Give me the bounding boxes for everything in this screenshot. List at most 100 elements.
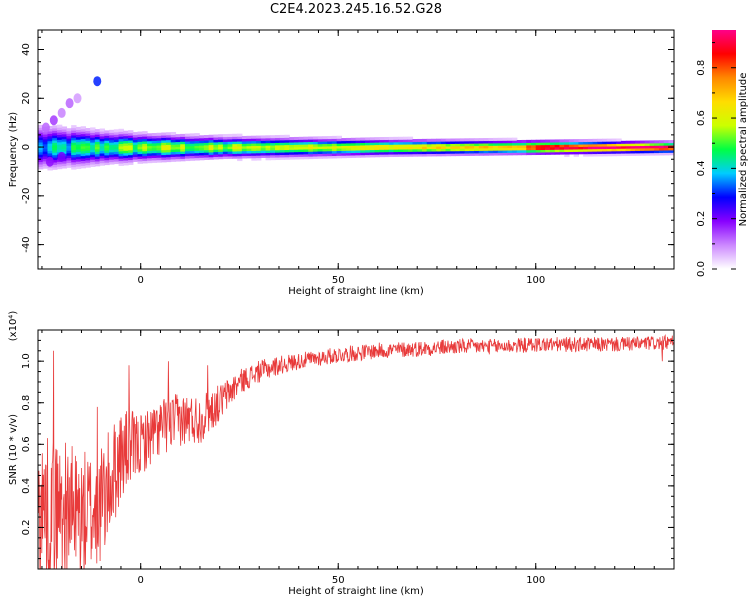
spectrogram-cell — [241, 145, 248, 149]
colorbar-tick-label: 0.4 — [696, 160, 707, 176]
spectrogram-cell — [99, 160, 105, 164]
spectrogram-cell — [417, 148, 423, 152]
spectrogram-cell — [213, 144, 219, 148]
spectrogram-cell — [412, 148, 418, 152]
spectrogram-cell — [94, 160, 101, 164]
spectrogram-cell — [640, 145, 646, 149]
spectrogram-cell — [559, 149, 565, 153]
spectrogram-cell — [94, 141, 101, 145]
spectrogram-cell — [521, 142, 527, 146]
spectrogram-cell — [260, 145, 267, 149]
spectrogram-cell — [341, 150, 347, 154]
spectrogram-cell — [142, 135, 148, 140]
spectrogram-cell — [180, 148, 186, 152]
spectrogram-cell — [279, 134, 286, 138]
spectrogram-cell — [42, 143, 49, 147]
spectrogram-cell — [199, 154, 205, 158]
spectrogram-cell — [308, 148, 314, 152]
spectrogram-cell — [587, 138, 594, 142]
spectrogram-cell — [417, 141, 423, 145]
spectrogram-cell — [256, 147, 262, 151]
spectrogram-cell — [199, 149, 205, 153]
spectrogram-cell — [317, 150, 324, 154]
spectrogram-cell — [94, 155, 101, 160]
spectrogram-cell — [592, 148, 598, 152]
spectrogram-cell — [284, 149, 290, 153]
spectrogram-cell — [109, 154, 115, 158]
spectrogram-cell — [61, 148, 68, 152]
spectrogram-cell — [80, 165, 87, 169]
spec-xlabel: Height of straight line (km) — [288, 286, 424, 297]
spectrogram-cell — [118, 150, 124, 154]
spectrogram-cell — [365, 137, 371, 141]
spectrogram-cell — [128, 161, 134, 165]
spectrogram-cell — [99, 133, 105, 137]
spectrogram-cell — [147, 157, 153, 161]
spectrogram-cell — [232, 153, 238, 157]
spectrogram-cell — [113, 136, 120, 140]
spectrogram-cell — [251, 143, 257, 147]
spectrogram-cell — [393, 144, 399, 148]
spectrogram-cell — [161, 134, 167, 138]
spectrogram-cell — [303, 136, 309, 140]
spectrogram-cell — [203, 152, 210, 156]
spectrogram-cell — [142, 140, 148, 144]
spectrogram-cell — [213, 134, 219, 138]
colorbar-label: Normalized spectral amplitude — [738, 73, 749, 227]
spectrogram-cell — [123, 130, 129, 134]
spectrogram-cell — [80, 140, 87, 144]
spectrogram-cell — [118, 160, 124, 164]
spectrogram-cell — [213, 141, 219, 145]
spectrogram-cell — [237, 138, 243, 142]
spectrogram-cell — [175, 136, 181, 140]
spectrogram-cell — [355, 144, 361, 149]
spectrogram-cell — [75, 131, 82, 135]
spectrogram-cell — [208, 154, 214, 158]
spectrogram-cell — [75, 158, 82, 162]
spectrogram-cell — [478, 152, 485, 156]
spectrogram-cell — [256, 157, 262, 161]
spectrogram-cell — [275, 144, 281, 148]
colorbar-tick-label: 0.2 — [696, 211, 707, 227]
spectrogram-cell — [132, 146, 139, 150]
spectrogram-cell — [80, 160, 87, 164]
spectrogram-cell — [227, 153, 233, 157]
spectrogram-cell — [464, 140, 470, 144]
spectrogram-cell — [502, 137, 508, 141]
spectrogram-cell — [459, 143, 466, 147]
spectrogram-cell — [616, 143, 622, 147]
spectrogram-cell — [113, 161, 120, 165]
spectrogram-cell — [161, 159, 167, 163]
spectrogram-cell — [71, 132, 77, 136]
spectrogram-cell — [52, 157, 58, 161]
spectrogram-cell — [194, 135, 200, 139]
spectrogram-cell — [583, 141, 589, 145]
spectrogram-cell — [71, 139, 77, 143]
spectrogram-cell — [194, 157, 200, 161]
spectrogram-cell — [327, 140, 333, 144]
spectrogram-cell — [189, 135, 196, 139]
spectrogram-blob — [45, 156, 54, 167]
spectrogram-cell — [218, 153, 224, 157]
spectrogram-cell — [56, 149, 63, 153]
spectrogram-cell — [42, 163, 49, 167]
spectrogram-cell — [346, 152, 352, 156]
spectrogram-cell — [128, 154, 134, 158]
spectrogram-cell — [559, 146, 565, 150]
spectrogram-cell — [156, 142, 162, 146]
spec-xtick-label: 0 — [138, 275, 144, 286]
spectrogram-cell — [118, 158, 124, 162]
spectrogram-cell — [260, 135, 267, 139]
spectrogram-cell — [407, 139, 414, 143]
spectrogram-cell — [90, 142, 96, 146]
spectrogram-cell — [275, 147, 281, 151]
spectrogram-cell — [56, 139, 63, 143]
spectrogram-cell — [426, 146, 433, 150]
spectrogram-cell — [398, 153, 404, 157]
spectrogram-cell — [649, 152, 655, 156]
spectrogram-cell — [218, 151, 224, 155]
spectrogram-cell — [184, 133, 191, 137]
spectrogram-cell — [289, 139, 295, 143]
spectrogram-cell — [161, 156, 167, 160]
spectrogram-cell — [459, 145, 466, 149]
